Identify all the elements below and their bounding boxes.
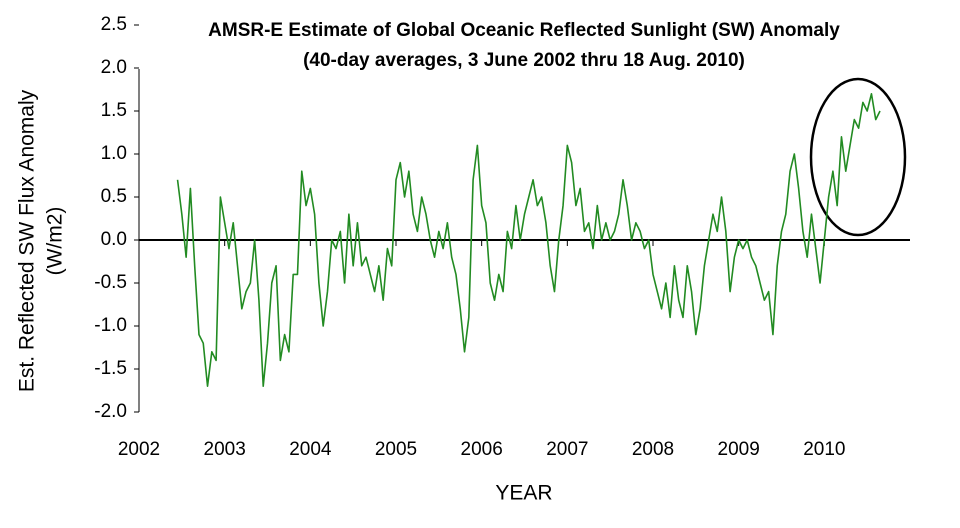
x-tick-label: 2003 bbox=[204, 439, 246, 460]
y-tick-label: 0.0 bbox=[101, 229, 127, 250]
y-tick-label: -0.5 bbox=[94, 272, 127, 293]
x-tick-label: 2010 bbox=[803, 439, 845, 460]
y-tick-label: 0.5 bbox=[101, 186, 127, 207]
x-axis-label: YEAR bbox=[495, 482, 552, 505]
y-tick-label: -1.0 bbox=[94, 315, 127, 336]
y-axis-label: Est. Reflected SW Flux Anomaly bbox=[16, 89, 39, 392]
data-line bbox=[176, 93, 881, 387]
x-tick-label: 2002 bbox=[118, 439, 160, 460]
y-tick-label: 2.5 bbox=[101, 14, 127, 35]
y-tick-label: -2.0 bbox=[94, 401, 127, 422]
x-tick-label: 2005 bbox=[375, 439, 417, 460]
x-tick-label: 2004 bbox=[289, 439, 332, 460]
y-axis-label: (W/m2) bbox=[44, 207, 67, 276]
x-tick-label: 2007 bbox=[546, 439, 588, 460]
y-tick-label: -1.5 bbox=[94, 358, 127, 379]
x-tick-label: 2006 bbox=[461, 439, 503, 460]
chart-subtitle: (40-day averages, 3 June 2002 thru 18 Au… bbox=[303, 50, 745, 71]
y-tick-label: 1.0 bbox=[101, 143, 127, 164]
x-tick-label: 2009 bbox=[718, 439, 760, 460]
chart-title: AMSR-E Estimate of Global Oceanic Reflec… bbox=[208, 20, 840, 41]
y-tick-label: 2.0 bbox=[101, 57, 127, 78]
y-tick-label: 1.5 bbox=[101, 100, 127, 121]
x-tick-label: 2008 bbox=[632, 439, 674, 460]
highlight-ellipse bbox=[809, 77, 907, 237]
